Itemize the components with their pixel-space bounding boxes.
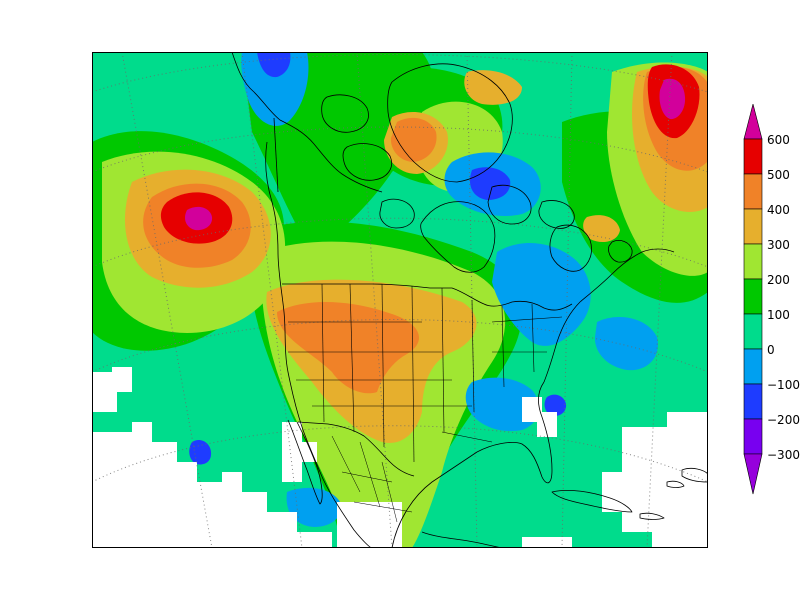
field-500-band-conus — [277, 302, 419, 394]
field-0-band-caribbean — [465, 377, 539, 432]
colorbar-label-300: 300 — [767, 238, 790, 252]
coastline-arctic — [231, 52, 383, 193]
colorbar-label-0: 0 — [767, 343, 775, 357]
field-500-band-arctic — [390, 117, 437, 162]
colorbar-label-neg300: −300 — [767, 448, 800, 462]
colorbar-bin-600 — [743, 138, 763, 175]
colorbar-label-600: 600 — [767, 133, 790, 147]
colorbar-bin-300 — [743, 243, 763, 280]
colorbar-min-triangle — [743, 453, 763, 495]
boundaries — [231, 52, 708, 548]
colorbar-max-triangle — [743, 104, 763, 140]
colorbar-bin-neg100 — [743, 383, 763, 420]
coastline-caribbean — [551, 467, 708, 520]
coastline-pacific — [265, 141, 373, 548]
missing-area-south — [522, 537, 572, 548]
field-neg100-spot-alaska — [257, 52, 291, 78]
field-neg100-spot-florida — [544, 394, 567, 417]
state-lines — [288, 283, 563, 463]
missing-area-florida — [522, 397, 557, 437]
field-neg100-spot-pacific — [189, 440, 212, 465]
colorbar-bin-neg200 — [743, 418, 763, 455]
missing-area-gulf — [337, 502, 402, 548]
missing-area-caribbean-east — [602, 412, 708, 548]
coastline-hudson-bay — [420, 201, 496, 273]
coastline-gulf — [391, 381, 553, 548]
colorbar-bin-100 — [743, 313, 763, 350]
missing-area-mexico-pacific — [282, 422, 317, 482]
map-panel — [92, 52, 708, 548]
field-400-band-hudson — [464, 70, 522, 105]
mexico-state-lines — [331, 435, 413, 523]
colorbar-label-200: 200 — [767, 273, 790, 287]
field-over600-core-pacific — [184, 206, 213, 231]
border-canada-us — [282, 283, 573, 311]
colorbar-label-400: 400 — [767, 203, 790, 217]
field-0-band-mexico — [286, 487, 341, 527]
colorbar-bin-200 — [743, 278, 763, 315]
colorbar-label-500: 500 — [767, 168, 790, 182]
coastline-arctic-islands — [321, 94, 575, 229]
coastline-central-america — [421, 531, 503, 548]
colorbar-bin-400 — [743, 208, 763, 245]
colorbar-label-100: 100 — [767, 308, 790, 322]
missing-area-west-pacific — [92, 367, 132, 412]
colorbar — [743, 104, 763, 495]
coastline-labrador — [549, 224, 633, 272]
colorbar-bin-500 — [743, 173, 763, 210]
coastline-baja — [287, 419, 323, 505]
border-us-mexico — [297, 421, 415, 477]
missing-area-south-pacific — [92, 422, 332, 548]
field-400-band-newfoundland — [583, 215, 620, 242]
border-alaska-canada — [273, 117, 279, 193]
colorbar-bin-0 — [743, 348, 763, 385]
colorbar-label-neg200: −200 — [767, 413, 800, 427]
field-0-band-atlantic — [594, 317, 658, 371]
field-over600-core-atlantic — [659, 78, 686, 120]
colorbar-label-neg100: −100 — [767, 378, 800, 392]
coastline-atlantic — [543, 248, 675, 383]
field-neg100-spot-baffin — [469, 167, 511, 200]
coastline-greenland — [387, 63, 513, 183]
field-0-band-north-pacific — [241, 52, 309, 126]
